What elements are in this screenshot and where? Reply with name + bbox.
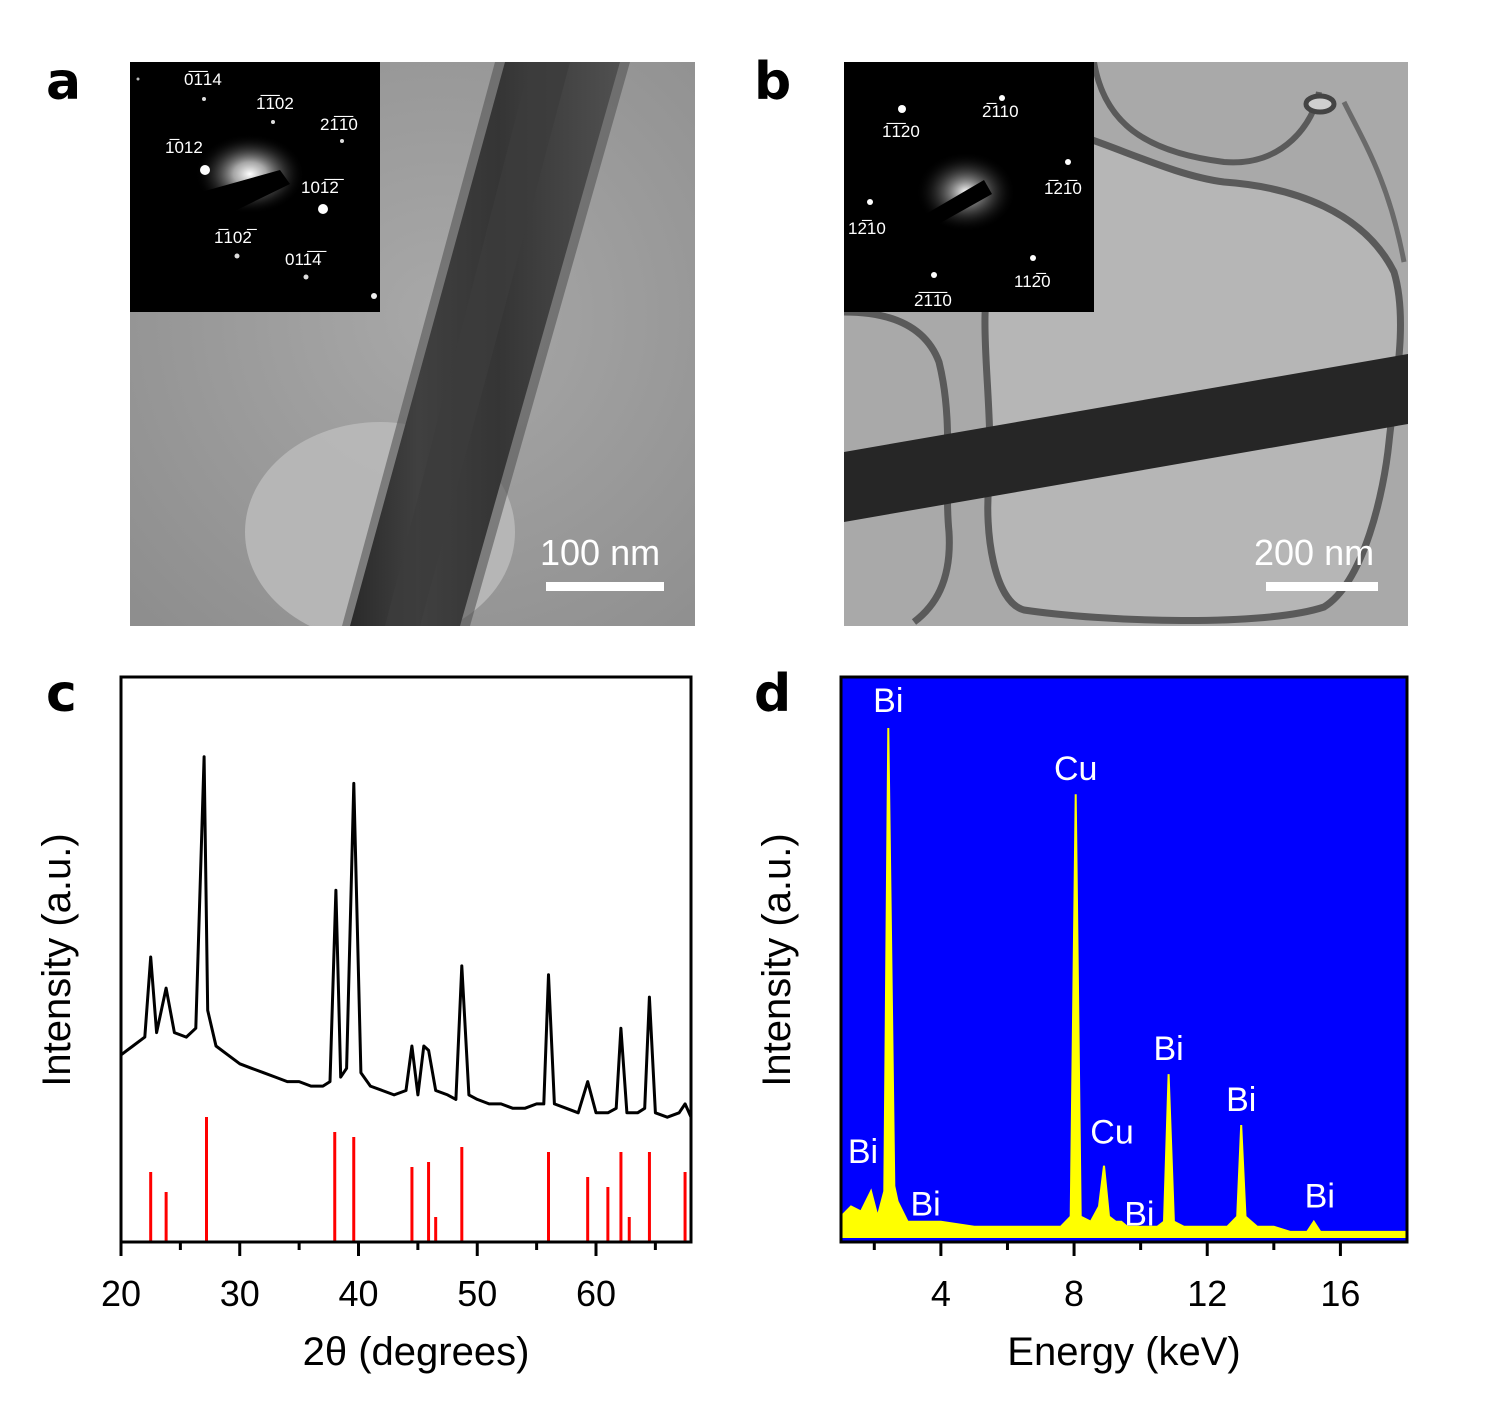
x-tick-label: 30 bbox=[220, 1273, 260, 1314]
panel-label-c: c bbox=[46, 664, 77, 724]
eds-peak-label: Bi bbox=[1124, 1196, 1154, 1234]
panel-label-d: d bbox=[754, 664, 792, 724]
x-tick-label: 12 bbox=[1187, 1273, 1227, 1314]
xrd-x-axis-label: 2θ (degrees) bbox=[303, 1330, 530, 1374]
tem-image-a: 0̅1̅14 1̅1̅02 21̅1̅0 1̅012 101̅2̅ 1̅102̅… bbox=[130, 62, 695, 626]
saed-b-spot-label: 112̅0 bbox=[1014, 272, 1051, 291]
saed-a-spot-label: 1̅102̅ bbox=[214, 228, 252, 247]
x-tick-label: 50 bbox=[457, 1273, 497, 1314]
eds-plot-frame bbox=[839, 675, 1409, 1244]
saed-inset-a: 0̅1̅14 1̅1̅02 21̅1̅0 1̅012 101̅2̅ 1̅102̅… bbox=[130, 62, 380, 312]
saed-a-spot-label: 1̅1̅02 bbox=[256, 94, 294, 113]
eds-marks: Bi Cu Bi Bi Cu Bi Bi Bi Bi bbox=[840, 682, 1408, 1238]
xrd-y-axis-label: Intensity (a.u.) bbox=[35, 833, 79, 1086]
saed-a-spot-label: 1̅012 bbox=[165, 138, 203, 157]
saed-b-spot-label: 12̅10 bbox=[848, 219, 886, 238]
eds-x-axis-label: Energy (keV) bbox=[1007, 1330, 1240, 1374]
saed-a-spot-label: 101̅2̅ bbox=[301, 178, 339, 197]
eds-peak-label: Bi bbox=[1226, 1081, 1256, 1119]
eds-chart: Bi Cu Bi Bi Cu Bi Bi Bi Bi 4 8 12 16 Energy (keV) I… bbox=[755, 675, 1409, 1374]
x-tick-label: 16 bbox=[1320, 1273, 1360, 1314]
eds-peak-label: Cu bbox=[1090, 1114, 1133, 1152]
xrd-pattern-line bbox=[120, 755, 693, 1119]
scale-bar-label-a: 100 nm bbox=[540, 532, 661, 573]
x-tick-label: 60 bbox=[576, 1273, 616, 1314]
xrd-chart: 20 30 40 50 60 2θ (degrees) Intensity (a.u.) bbox=[35, 675, 693, 1374]
eds-spectrum-area bbox=[840, 727, 1408, 1238]
saed-a-spot-label: 011̅4̅ bbox=[285, 250, 322, 269]
scale-bar-a bbox=[546, 582, 664, 591]
saed-a-pattern bbox=[130, 77, 377, 299]
x-tick-label: 40 bbox=[338, 1273, 378, 1314]
eds-y-axis-label: Intensity (a.u.) bbox=[755, 833, 799, 1086]
saed-a-spot-label: 0̅1̅14 bbox=[184, 70, 222, 89]
tem-image-b: 2̅110 1̅1̅20 1̅21̅0 12̅10 2̅1̅1̅0 112̅0 … bbox=[844, 62, 1408, 626]
saed-a-spot-label: 21̅1̅0 bbox=[320, 115, 358, 134]
x-tick-label: 4 bbox=[931, 1273, 951, 1314]
panel-label-a: a bbox=[46, 52, 82, 112]
eds-peak-label: Bi bbox=[848, 1133, 878, 1171]
eds-peak-label: Bi bbox=[873, 682, 903, 720]
xrd-x-axis: 20 30 40 50 60 bbox=[101, 1242, 657, 1314]
saed-inset-b: 2̅110 1̅1̅20 1̅21̅0 12̅10 2̅1̅1̅0 112̅0 bbox=[844, 62, 1094, 312]
saed-b-spot-label: 2̅110 bbox=[982, 102, 1019, 121]
eds-peak-label: Bi bbox=[1305, 1178, 1335, 1216]
scale-bar-b bbox=[1266, 582, 1378, 591]
eds-plot-background bbox=[841, 677, 1407, 1242]
x-tick-label: 20 bbox=[101, 1273, 141, 1314]
eds-peak-label: Bi bbox=[910, 1185, 940, 1223]
saed-b-spot-label: 2̅1̅1̅0 bbox=[914, 291, 952, 310]
saed-b-pattern bbox=[844, 95, 1071, 278]
x-tick-label: 8 bbox=[1064, 1273, 1084, 1314]
eds-peak-label: Bi bbox=[1153, 1030, 1183, 1068]
panel-label-b: b bbox=[754, 52, 792, 112]
eds-x-axis: 4 8 12 16 bbox=[872, 1242, 1360, 1314]
saed-b-spot-label: 1̅1̅20 bbox=[882, 122, 920, 141]
eds-peak-label: Cu bbox=[1054, 750, 1097, 788]
saed-b-spot-label: 1̅21̅0 bbox=[1044, 179, 1082, 198]
xrd-marks bbox=[120, 755, 693, 1242]
xrd-plot-frame bbox=[119, 675, 693, 1244]
scale-bar-label-b: 200 nm bbox=[1254, 532, 1375, 573]
